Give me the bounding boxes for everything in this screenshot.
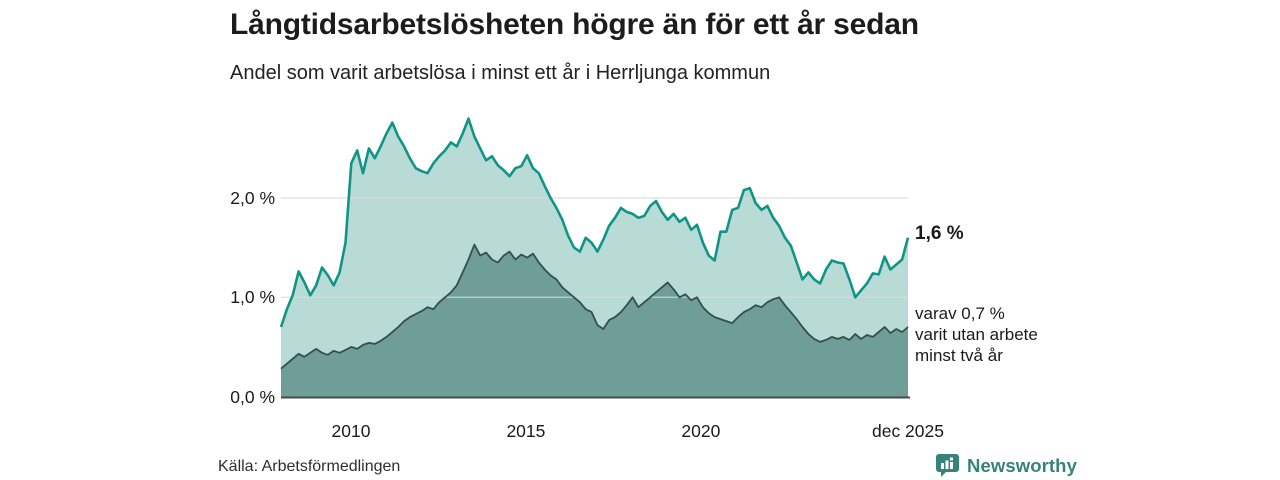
brand-name: Newsworthy — [967, 455, 1077, 476]
y-axis-tick-label: 2,0 % — [230, 188, 275, 208]
chart-gridlines — [281, 197, 908, 298]
x-axis-tick-label: dec 2025 — [871, 421, 944, 441]
newsworthy-logo-icon — [936, 454, 959, 477]
x-axis-tick-label: 2020 — [681, 421, 721, 441]
x-axis-tick-label: 2015 — [506, 421, 546, 441]
latest-value-annotation: 1,6 % — [915, 223, 964, 244]
x-axis-tick-label: 2010 — [331, 421, 371, 441]
breakdown-annotation: varav 0,7 % varit utan arbete minst två … — [915, 304, 1038, 365]
y-axis-tick-label: 1,0 % — [230, 287, 275, 308]
series-line-0 — [279, 117, 910, 328]
series-line-1 — [280, 243, 909, 370]
y-axis-tick-label: 0,0 % — [230, 386, 275, 407]
brand-lockup: Newsworthy — [936, 454, 1077, 478]
source-credit: Källa: Arbetsförmedlingen — [218, 458, 401, 475]
page-title: Långtidsarbetslösheten högre än för ett … — [230, 8, 919, 41]
chart-series-lines — [279, 117, 910, 370]
chart-areas — [281, 118, 908, 397]
chart-subtitle: Andel som varit arbetslösa i minst ett å… — [230, 62, 771, 84]
